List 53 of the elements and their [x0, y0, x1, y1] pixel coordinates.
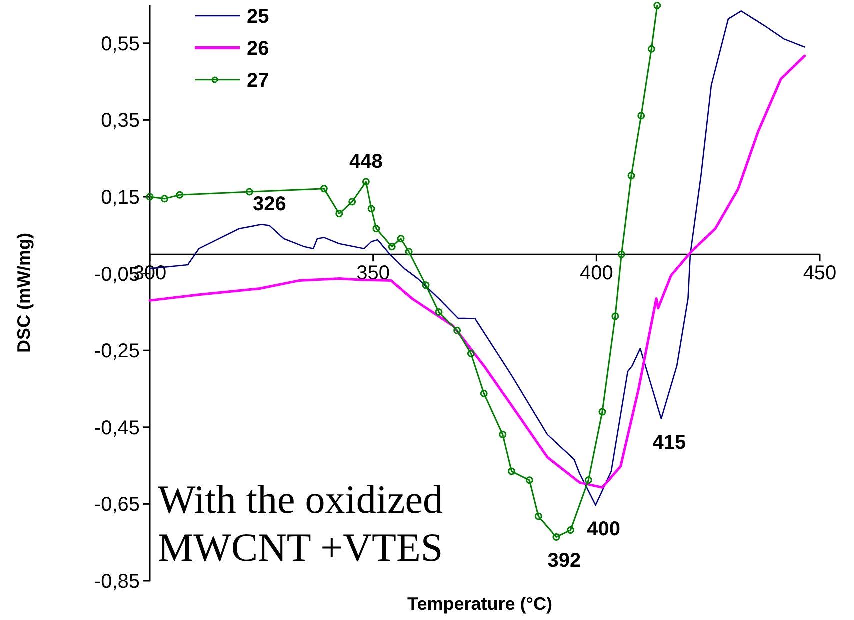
point — [435, 308, 443, 316]
point — [628, 172, 636, 180]
point — [160, 195, 168, 203]
annotation: 400 — [587, 518, 620, 540]
point — [336, 210, 344, 218]
point — [654, 2, 662, 10]
x-tick-label: 450 — [803, 262, 837, 285]
point — [372, 225, 380, 233]
point — [618, 250, 626, 258]
point — [405, 248, 413, 256]
y-tick-label: 0,55 — [101, 33, 140, 56]
point — [567, 526, 575, 534]
y-tick-label: -0,25 — [94, 340, 140, 363]
annotation: 415 — [652, 432, 686, 454]
point — [638, 112, 646, 120]
point — [534, 512, 542, 520]
point — [348, 198, 356, 206]
legend-label: 27 — [247, 70, 270, 92]
x-tick-label: 400 — [580, 262, 614, 285]
annotation: 326 — [253, 194, 286, 216]
point — [499, 430, 507, 438]
point — [246, 188, 254, 196]
point — [146, 193, 154, 201]
legend-label: 25 — [247, 6, 270, 28]
point — [552, 533, 560, 541]
y-axis-title: DSC (mW/mg) — [14, 233, 34, 353]
point — [612, 312, 620, 320]
y-tick-label: 0,15 — [101, 187, 140, 209]
point — [320, 185, 328, 193]
legend-label: 26 — [247, 38, 270, 60]
point — [362, 178, 370, 186]
point — [648, 45, 656, 53]
annotation: With the oxidized MWCNT +VTES — [158, 477, 444, 570]
point — [176, 191, 184, 199]
point — [526, 476, 534, 484]
point — [598, 408, 606, 416]
point — [467, 350, 475, 358]
annotation: 392 — [548, 550, 582, 572]
point — [480, 390, 488, 398]
point — [397, 235, 405, 243]
point — [508, 468, 516, 476]
point — [388, 243, 396, 251]
y-tick-label: -0,45 — [94, 417, 140, 440]
annotation: 448 — [350, 151, 383, 174]
point — [454, 326, 462, 334]
point — [422, 282, 430, 290]
x-tick-label: 350 — [356, 262, 390, 285]
x-axis-title: Temperature (°C) — [408, 594, 552, 614]
y-tick-label: 0,35 — [101, 110, 140, 132]
point — [368, 205, 376, 213]
y-tick-label: -0,65 — [94, 494, 140, 516]
y-tick-label: -0,85 — [94, 571, 140, 593]
point — [584, 476, 592, 484]
